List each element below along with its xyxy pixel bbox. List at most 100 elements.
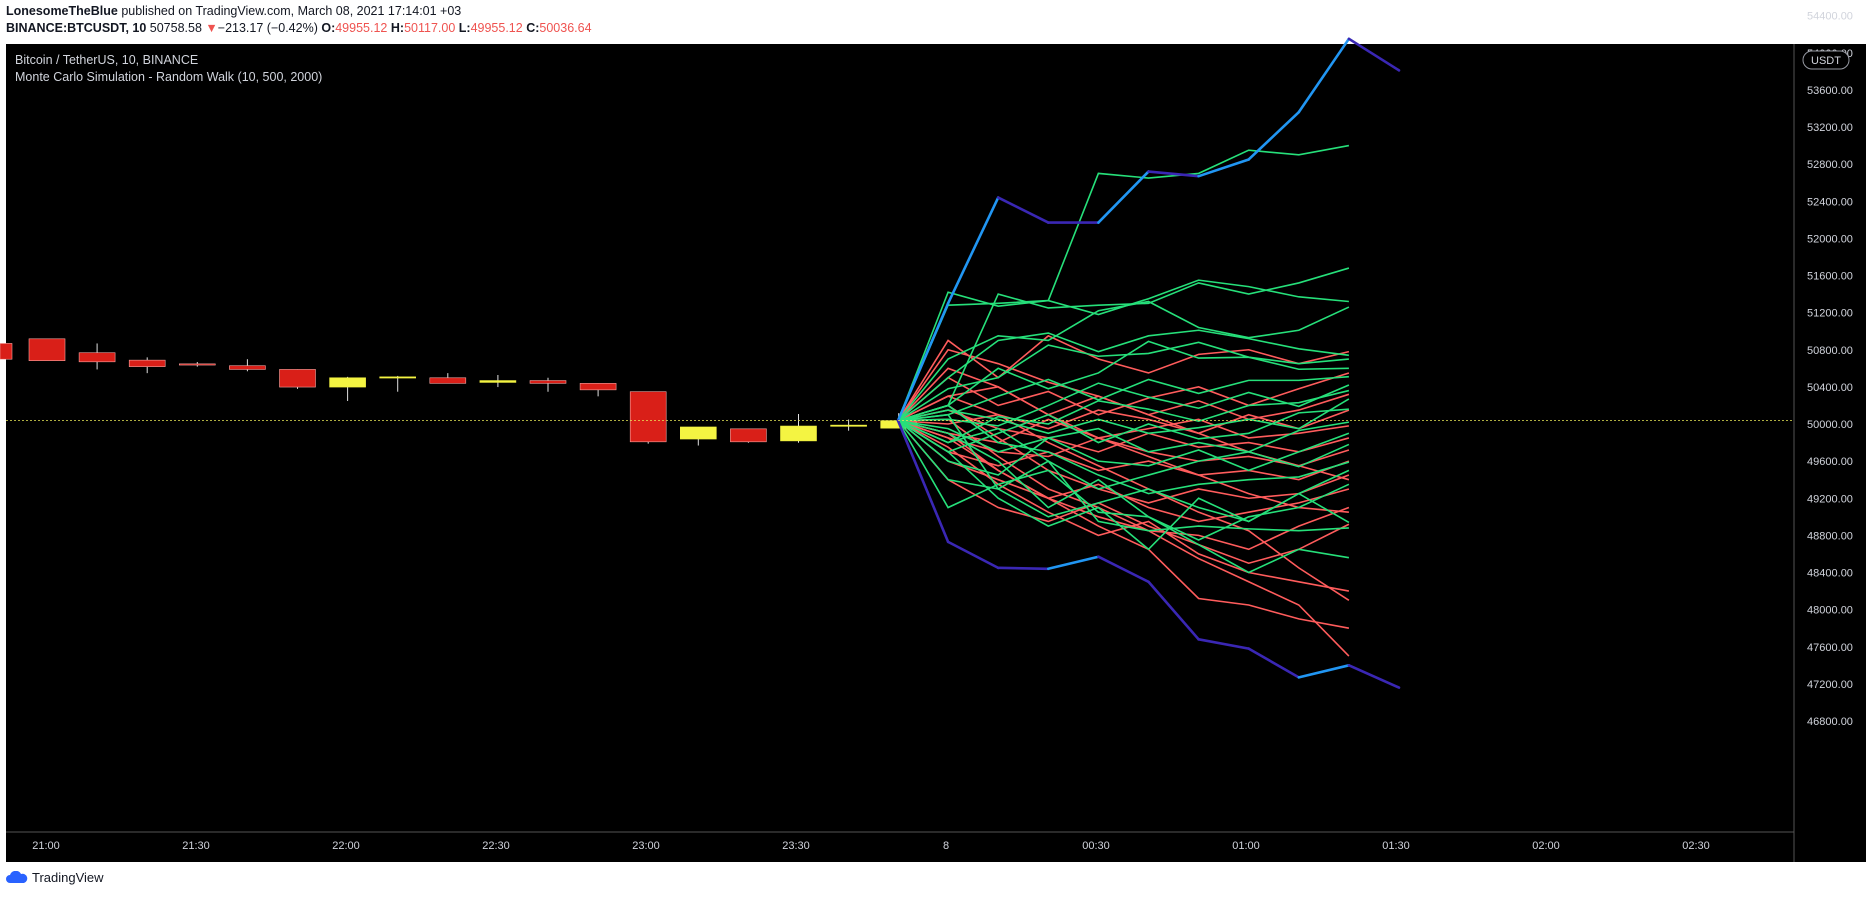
symbol-label: BINANCE:BTCUSDT, 10 [6, 21, 147, 35]
band-low-segment [1047, 555, 1100, 571]
price-tick-label: 48800.00 [1807, 530, 1853, 542]
band-low-segment [1347, 664, 1401, 689]
chart-background [6, 44, 1794, 862]
band-low-segment [1097, 555, 1150, 584]
time-tick-label: 21:00 [32, 840, 60, 852]
band-high-segment [1097, 170, 1150, 224]
price-tick-label: 49600.00 [1807, 456, 1853, 468]
candles-layer [0, 338, 918, 446]
band-high-segment [996, 196, 1050, 224]
price-tick-label: 47200.00 [1807, 679, 1853, 691]
candle-body [379, 376, 417, 379]
high-label: H: [390, 21, 405, 35]
price-tick-label: 52800.00 [1807, 159, 1853, 171]
price-tick-label: 52000.00 [1807, 233, 1853, 245]
simulation-path-up [897, 398, 1350, 435]
band-low-segment [996, 566, 1050, 571]
price-tick-label: 49200.00 [1807, 493, 1853, 505]
price-tick-label: 53600.00 [1807, 85, 1853, 97]
simulation-path-up [897, 419, 1350, 490]
tradingview-logo-icon [6, 870, 28, 883]
candle-body [0, 343, 13, 360]
time-tick-label: 23:30 [782, 840, 810, 852]
candle-body [629, 391, 667, 443]
tradingview-brand[interactable]: TradingView [32, 870, 104, 885]
candle-body [179, 363, 216, 366]
open-label: O: [321, 21, 336, 35]
footer: TradingView [6, 870, 104, 885]
low-label: L: [458, 21, 471, 35]
price-tick-label: 48000.00 [1807, 605, 1853, 617]
high-value: 50117.00 [404, 21, 456, 35]
band-high-segment [896, 302, 950, 422]
band-high-segment [1347, 37, 1401, 72]
band-low-segment [1247, 647, 1301, 679]
band-high-segment [1247, 110, 1301, 161]
author-name[interactable]: LonesomeTheBlue [6, 4, 118, 18]
band-low-segment [896, 419, 950, 544]
chart-title: Bitcoin / TetherUS, 10, BINANCE [15, 53, 198, 67]
ohlc-legend: BINANCE:BTCUSDT, 10 50758.58 ▼−213.17 (−… [6, 21, 592, 35]
simulation-path-up [897, 144, 1350, 421]
indicator-label: Monte Carlo Simulation - Random Walk (10… [15, 70, 322, 84]
simulation-path-down [897, 367, 1349, 513]
publish-info: LonesomeTheBlue published on TradingView… [6, 4, 461, 18]
simulation-path-up [897, 329, 1350, 422]
candle-body [229, 365, 266, 370]
price-tick-label: 46800.00 [1807, 716, 1853, 728]
price-chart[interactable]: 50036.64 46800.00 47200.00 47600.00 48000.0… [0, 0, 1866, 865]
price-tick-label: 50000.00 [1807, 419, 1853, 431]
simulation-path-down [897, 409, 1350, 453]
candle-body [830, 424, 867, 427]
simulation-path-up [897, 413, 1349, 532]
candle-body [529, 380, 567, 384]
price-tick-label: 54400.00 [1807, 11, 1853, 23]
time-tick-label: 00:30 [1082, 840, 1110, 852]
simulation-path-up [897, 419, 1350, 453]
currency-badge[interactable] [1802, 50, 1850, 70]
simulation-path-down [897, 419, 1350, 481]
candle-body [128, 359, 166, 367]
price-tick-label: 47600.00 [1807, 642, 1853, 654]
price-tick-label: 48400.00 [1807, 568, 1853, 580]
simulation-path-up [897, 408, 1349, 453]
band-high-segment [1297, 37, 1351, 114]
candle-body [429, 377, 467, 384]
simulation-path-up [897, 419, 1350, 551]
band-low-segment [1147, 580, 1200, 641]
time-tick-label: 23:00 [632, 840, 660, 852]
price-tick-label: 51200.00 [1807, 308, 1853, 320]
time-tick-label: 21:30 [182, 840, 210, 852]
price-tick-label: 51600.00 [1807, 271, 1853, 283]
simulation-path-up [897, 300, 1350, 422]
time-tick-label: 02:00 [1532, 840, 1560, 852]
candle-body [730, 428, 767, 443]
simulation-path-up [897, 340, 1349, 422]
candle-body [28, 338, 66, 362]
last-price: 50758.58 [149, 21, 202, 35]
price-tick-label: 53200.00 [1807, 122, 1853, 134]
time-axis-labels: 21:00 21:30 22:00 22:30 23:00 23:30 8 00:30 01:0… [32, 840, 1710, 852]
time-tick-label: 8 [943, 840, 949, 852]
simulation-path-up [897, 419, 1350, 574]
currency-badge-label: USDT [1811, 55, 1841, 67]
published-text: published on TradingView.com, March 08, … [121, 4, 462, 18]
band-high-segment [946, 196, 1000, 305]
close-value: 50036.64 [539, 21, 592, 35]
price-tick-label: 52400.00 [1807, 196, 1853, 208]
candle-body [329, 377, 366, 388]
candle-body [479, 380, 517, 383]
close-label: C: [526, 21, 540, 35]
candle-body [679, 426, 717, 440]
price-change: −213.17 (−0.42%) [217, 21, 318, 35]
band-low-segment [1197, 638, 1250, 650]
price-tick-label: 50800.00 [1807, 345, 1853, 357]
time-tick-label: 01:00 [1232, 840, 1260, 852]
simulation-path-up [897, 341, 1349, 422]
simulation-path-up [897, 382, 1350, 427]
low-value: 49955.12 [470, 21, 523, 35]
band-high-segment [1197, 158, 1250, 178]
simulation-path-down [897, 419, 1350, 629]
simulation-layer [896, 37, 1401, 689]
price-axis[interactable] [1794, 44, 1866, 862]
